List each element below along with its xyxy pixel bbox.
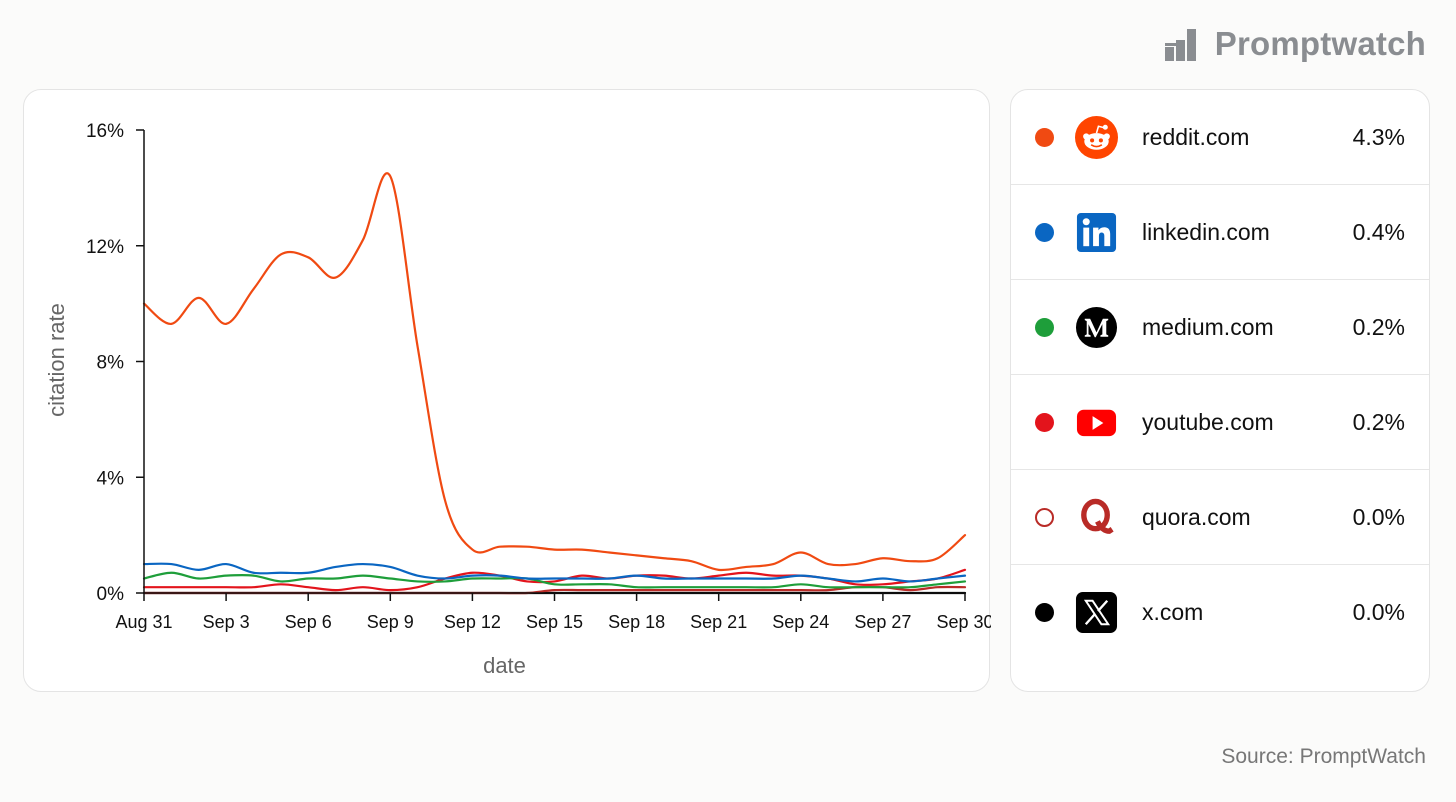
legend-value: 0.0%	[1352, 503, 1405, 530]
bar-chart-logo-icon	[1164, 29, 1196, 61]
x-tick-label: Sep 18	[608, 612, 665, 632]
chart-card: 0% 4% 8% 12% 16% Aug 31 Sep 3 Sep 6 Sep 9 Sep 12 S…	[23, 89, 991, 692]
x-tick-label: Sep 15	[526, 612, 583, 632]
y-tick-label: 16%	[86, 121, 124, 142]
legend-value: 0.2%	[1352, 408, 1405, 435]
series-line-medium	[142, 571, 967, 589]
legend-row-x[interactable]: x.com 0.0%	[1011, 565, 1429, 660]
x-axis-title: date	[483, 653, 526, 678]
series-dot-x	[1035, 603, 1054, 622]
y-tick-label: 0%	[97, 584, 125, 605]
legend-label: quora.com	[1142, 503, 1251, 530]
legend-row-medium[interactable]: medium.com 0.2%	[1011, 280, 1429, 375]
linkedin-icon	[1076, 212, 1117, 252]
youtube-icon	[1076, 409, 1117, 436]
legend-label: reddit.com	[1142, 123, 1250, 150]
x-tick-label: Sep 30	[936, 612, 991, 632]
legend-value: 4.3%	[1352, 123, 1405, 150]
series-dot-youtube	[1035, 412, 1054, 432]
series-dot-reddit	[1035, 127, 1054, 147]
line-chart: 0% 4% 8% 12% 16% Aug 31 Sep 3 Sep 6 Sep 9 Sep 12 S…	[44, 121, 991, 678]
x-tick-label: Aug 31	[115, 612, 172, 632]
y-axis-title: citation rate	[44, 303, 69, 417]
legend-value: 0.2%	[1352, 313, 1405, 340]
legend-card: reddit.com 4.3% linkedin.com 0.4% medium…	[1010, 89, 1430, 692]
y-tick-label: 4%	[97, 468, 125, 489]
legend-label: linkedin.com	[1142, 218, 1270, 245]
reddit-icon	[1075, 115, 1118, 159]
source-caption: Source: PromptWatch	[1221, 745, 1426, 768]
legend-row-reddit[interactable]: reddit.com 4.3%	[1011, 90, 1429, 185]
series-dot-linkedin	[1035, 222, 1054, 242]
series-line-linkedin	[142, 562, 967, 583]
y-tick-label: 8%	[97, 353, 125, 374]
legend-row-linkedin[interactable]: linkedin.com 0.4%	[1011, 185, 1429, 280]
medium-icon	[1075, 306, 1118, 348]
x-tick-label: Sep 12	[444, 612, 501, 632]
x-tick-label: Sep 27	[854, 612, 911, 632]
x-icon	[1075, 591, 1118, 634]
legend-label: medium.com	[1142, 313, 1274, 340]
legend-value: 0.4%	[1352, 218, 1405, 245]
series-line-reddit	[142, 172, 967, 572]
x-tick-label: Sep 9	[367, 612, 414, 632]
legend-row-quora[interactable]: quora.com 0.0%	[1011, 470, 1429, 565]
quora-icon	[1081, 498, 1114, 534]
x-tick-label: Sep 24	[772, 612, 829, 632]
y-tick-label: 12%	[86, 237, 124, 258]
x-tick-label: Sep 21	[690, 612, 747, 632]
series-dot-medium	[1035, 317, 1054, 337]
x-tick-label: Sep 3	[203, 612, 250, 632]
series-dot-quora	[1035, 507, 1054, 527]
x-tick-label: Sep 6	[285, 612, 332, 632]
legend-row-youtube[interactable]: youtube.com 0.2%	[1011, 375, 1429, 470]
brand-name: Promptwatch	[1214, 25, 1426, 62]
legend-value: 0.0%	[1352, 599, 1405, 625]
brand: Promptwatch	[1164, 24, 1426, 64]
legend-label: x.com	[1142, 599, 1204, 625]
legend-label: youtube.com	[1142, 408, 1274, 435]
